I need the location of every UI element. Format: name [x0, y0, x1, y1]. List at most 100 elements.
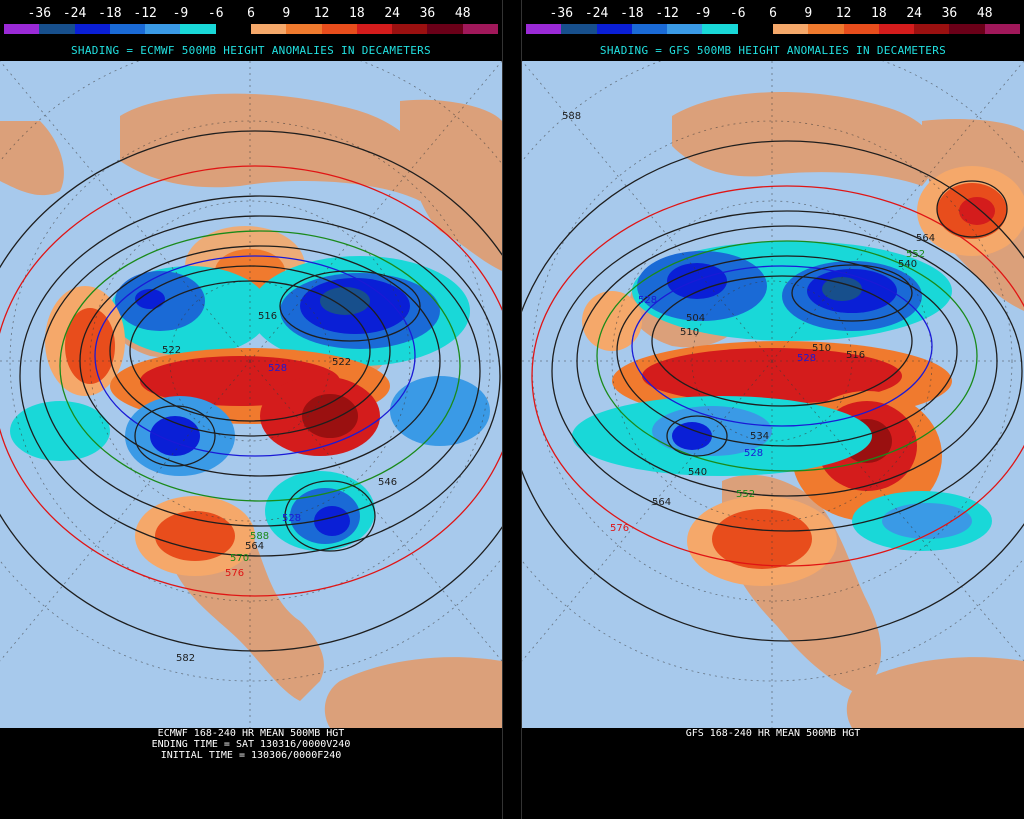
scale-tick: 48 [976, 6, 993, 21]
caption-line: INITIAL TIME = 130306/0000F240 [160, 750, 342, 761]
scale-tick: -36 [549, 6, 574, 21]
contour-label: 516 [258, 311, 277, 322]
scale-tick: -18 [98, 6, 122, 21]
ecmwf-map-svg: 522 516 528 522 528 546 588 564 570 576 … [0, 61, 502, 728]
scale-tick: 9 [804, 6, 813, 21]
scale-tick: 18 [349, 6, 365, 21]
map-caption: ECMWF 168-240 HR MEAN 500MB HGT ENDING T… [0, 728, 502, 761]
graticule [0, 61, 502, 728]
contour-label: 528 [638, 295, 657, 306]
anomaly-color-scale: -36 -24 -18 -12 -9 -6 6 9 12 18 24 36 48 [526, 2, 1020, 36]
contour-label: 540 [688, 467, 707, 478]
scale-tick: 12 [835, 6, 852, 21]
caption-line: ENDING TIME = SAT 130316/0000V240 [151, 739, 351, 750]
caption-line: GFS 168-240 HR MEAN 500MB HGT [685, 728, 861, 739]
gfs-map: 588 528 504 510 528 516 540 552 564 534 … [522, 61, 1024, 728]
scale-swatch [74, 24, 110, 34]
gfs-map-svg: 588 528 504 510 528 516 540 552 564 534 … [522, 61, 1024, 728]
scale-swatch [39, 24, 75, 34]
scale-tick: -9 [172, 6, 189, 21]
scale-swatch [808, 24, 844, 34]
scale-tick: -6 [207, 6, 224, 21]
scale-swatch [667, 24, 703, 34]
contour-label: 540 [898, 259, 917, 270]
contour-label: 528 [268, 363, 287, 374]
scale-swatch [145, 24, 181, 34]
contour-label: 528 [744, 448, 763, 459]
contour-label: 510 [812, 343, 831, 354]
scale-swatch [702, 24, 738, 34]
scale-swatch [215, 24, 251, 34]
contour-label: 510 [680, 327, 699, 338]
contour-label: 552 [736, 489, 755, 500]
contour-label: 522 [162, 345, 181, 356]
graticule [522, 61, 1024, 728]
scale-tick: -6 [729, 6, 746, 21]
scale-tick: 48 [454, 6, 471, 21]
contour-label: 588 [250, 531, 269, 542]
scale-swatch [286, 24, 322, 34]
anomaly-color-scale: -36 -24 -18 -12 -9 -6 6 9 12 18 24 36 48 [4, 2, 498, 36]
scale-swatch [631, 24, 668, 34]
scale-tick: 24 [906, 6, 922, 21]
contour-label: 528 [282, 513, 301, 524]
height-contours [522, 140, 1024, 642]
scale-tick: 6 [247, 6, 255, 21]
contour-label: 564 [652, 497, 671, 508]
scale-swatch [772, 24, 809, 34]
contour-label: 564 [916, 233, 935, 244]
scale-swatch [914, 24, 950, 34]
scale-swatch [526, 24, 562, 34]
scale-swatch [427, 24, 463, 34]
scale-tick: -12 [655, 6, 679, 21]
scale-swatches [4, 24, 498, 34]
scale-tick: 24 [384, 6, 400, 21]
ecmwf-map: 522 516 528 522 528 546 588 564 570 576 … [0, 61, 502, 728]
scale-swatch [878, 24, 915, 34]
scale-tick: -9 [694, 6, 711, 21]
ecmwf-panel: -36 -24 -18 -12 -9 -6 6 9 12 18 24 36 48 SHADING = E… [0, 0, 502, 819]
contour-label: 564 [245, 541, 264, 552]
scale-swatch [4, 24, 40, 34]
scale-swatch [949, 24, 985, 34]
scale-swatch [561, 24, 597, 34]
scale-tick: -12 [133, 6, 157, 21]
height-contours [0, 130, 502, 652]
scale-swatches [526, 24, 1020, 34]
contour-label: 570 [230, 553, 249, 564]
contour-label: 588 [562, 111, 581, 122]
contour-label: 534 [750, 431, 769, 442]
scale-swatch [180, 24, 216, 34]
contour-labels: 588 528 504 510 528 516 540 552 564 534 … [562, 111, 935, 534]
scale-tick: 36 [941, 6, 958, 21]
scale-swatch [596, 24, 632, 34]
contour-label: 576 [225, 568, 244, 579]
scale-tick: -18 [620, 6, 644, 21]
scale-swatch [250, 24, 287, 34]
scale-tick-labels: -36 -24 -18 -12 -9 -6 6 9 12 18 24 36 48 [4, 2, 498, 22]
scale-swatch [109, 24, 146, 34]
scale-swatch [392, 24, 428, 34]
gfs-panel: -36 -24 -18 -12 -9 -6 6 9 12 18 24 36 48 SHADING = G… [522, 0, 1024, 819]
contour-label: 516 [846, 350, 865, 361]
scale-swatch [462, 24, 498, 34]
panel-divider [502, 0, 522, 819]
contour-label: 504 [686, 313, 705, 324]
panel-title: SHADING = GFS 500MB HEIGHT ANOMALIES IN … [599, 44, 947, 57]
caption-line: ECMWF 168-240 HR MEAN 500MB HGT [157, 728, 345, 739]
panel-title: SHADING = ECMWF 500MB HEIGHT ANOMALIES I… [71, 44, 431, 57]
contour-label: 546 [378, 477, 397, 488]
scale-tick: -24 [62, 6, 87, 21]
scale-tick: 12 [313, 6, 330, 21]
contour-label: 576 [610, 523, 629, 534]
map-caption: GFS 168-240 HR MEAN 500MB HGT [522, 728, 1024, 739]
contour-label: 582 [176, 653, 195, 664]
contour-labels: 522 516 528 522 528 546 588 564 570 576 … [162, 311, 397, 664]
contour-label: 552 [906, 249, 925, 260]
scale-tick: -36 [27, 6, 52, 21]
contour-label: 522 [332, 357, 351, 368]
scale-swatch [356, 24, 393, 34]
scale-tick: -24 [584, 6, 609, 21]
scale-swatch [737, 24, 773, 34]
scale-swatch [321, 24, 357, 34]
